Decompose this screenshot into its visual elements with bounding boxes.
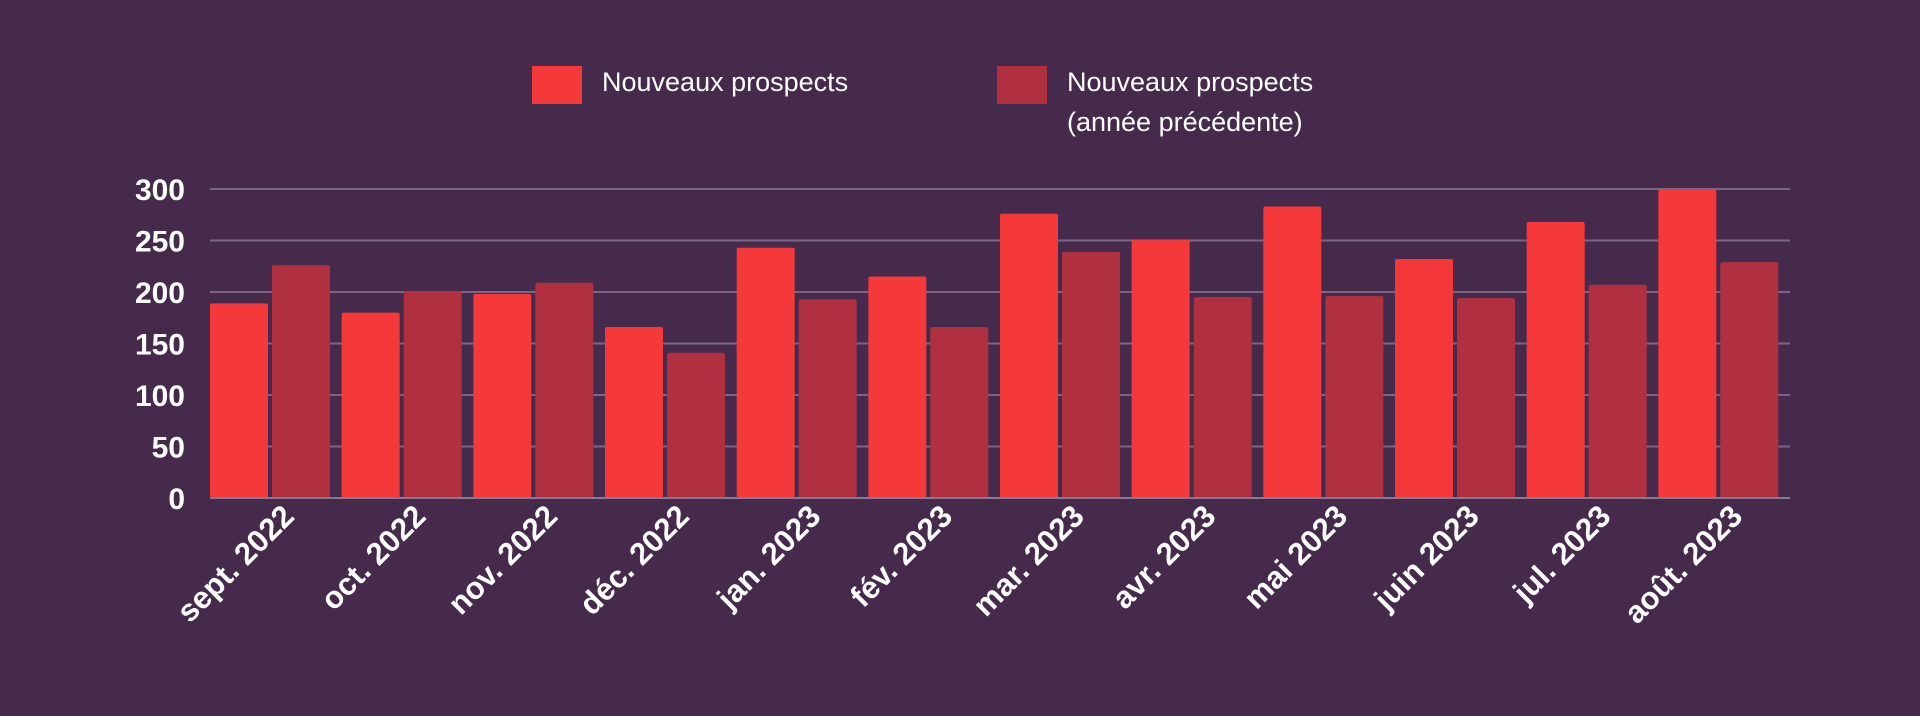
x-tick-label: nov. 2022: [441, 498, 564, 621]
bar-current: [473, 294, 532, 498]
bar-current: [1395, 259, 1453, 498]
bar-current: [868, 276, 927, 498]
legend-swatch-previous: [997, 66, 1047, 104]
bar-previous: [1062, 251, 1120, 498]
bar-previous: [272, 265, 330, 498]
bar-previous: [1325, 296, 1384, 498]
legend-item-current: Nouveaux prospects: [532, 62, 922, 104]
bars: [210, 189, 1779, 498]
legend: Nouveaux prospects Nouveaux prospects (a…: [0, 62, 1920, 152]
bar-previous: [798, 299, 857, 498]
x-tick-label: avr. 2023: [1105, 498, 1222, 615]
y-tick-label: 250: [135, 226, 185, 259]
x-tick-label: août. 2023: [1617, 498, 1749, 630]
legend-label-current: Nouveaux prospects: [602, 67, 849, 97]
bar-previous: [535, 282, 594, 498]
y-tick-label: 0: [168, 483, 185, 516]
x-tick-label: jul. 2023: [1505, 498, 1617, 610]
bar-previous: [403, 290, 462, 498]
x-tick-label: oct. 2022: [314, 498, 433, 617]
legend-item-previous: Nouveaux prospects (année précédente): [997, 62, 1387, 142]
bar-current: [1526, 221, 1585, 498]
bar-current: [210, 303, 268, 498]
y-tick-label: 200: [135, 277, 185, 310]
x-tick-label: fév. 2023: [843, 498, 959, 614]
bar-previous: [1720, 262, 1779, 498]
x-tick-label: mar. 2023: [966, 498, 1091, 623]
legend-label-previous: Nouveaux prospects (année précédente): [1067, 67, 1314, 137]
x-axis: sept. 2022 oct. 2022 nov. 2022 déc. 2022 jan…: [170, 497, 1790, 630]
bar-previous: [1457, 298, 1515, 498]
y-tick-label: 100: [135, 380, 185, 413]
bar-previous: [667, 352, 725, 498]
bar-current: [1658, 189, 1717, 498]
bar-previous: [1193, 297, 1252, 498]
bar-current: [341, 312, 400, 498]
x-tick-label: déc. 2022: [572, 498, 695, 621]
bar-current: [1000, 213, 1058, 498]
y-tick-label: 50: [152, 432, 185, 465]
x-tick-label: sept. 2022: [170, 498, 301, 629]
y-axis: 0 50 100 150 200 250 300: [135, 174, 185, 516]
bar-previous: [1588, 284, 1647, 498]
y-tick-label: 300: [135, 174, 185, 207]
bar-previous: [930, 327, 989, 498]
bar-current: [736, 247, 795, 498]
bar-current: [605, 327, 663, 498]
bar-current: [1131, 239, 1190, 498]
y-tick-label: 150: [135, 329, 185, 362]
x-tick-label: mai 2023: [1237, 498, 1354, 615]
legend-swatch-current: [532, 66, 582, 104]
x-tick-label: juin 2023: [1367, 498, 1486, 617]
bar-current: [1263, 206, 1322, 498]
x-tick-label: jan. 2023: [709, 498, 827, 616]
